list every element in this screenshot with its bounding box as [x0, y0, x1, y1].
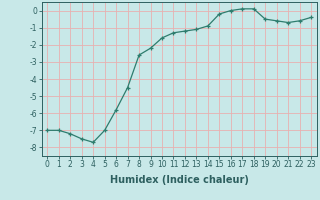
X-axis label: Humidex (Indice chaleur): Humidex (Indice chaleur): [110, 175, 249, 185]
